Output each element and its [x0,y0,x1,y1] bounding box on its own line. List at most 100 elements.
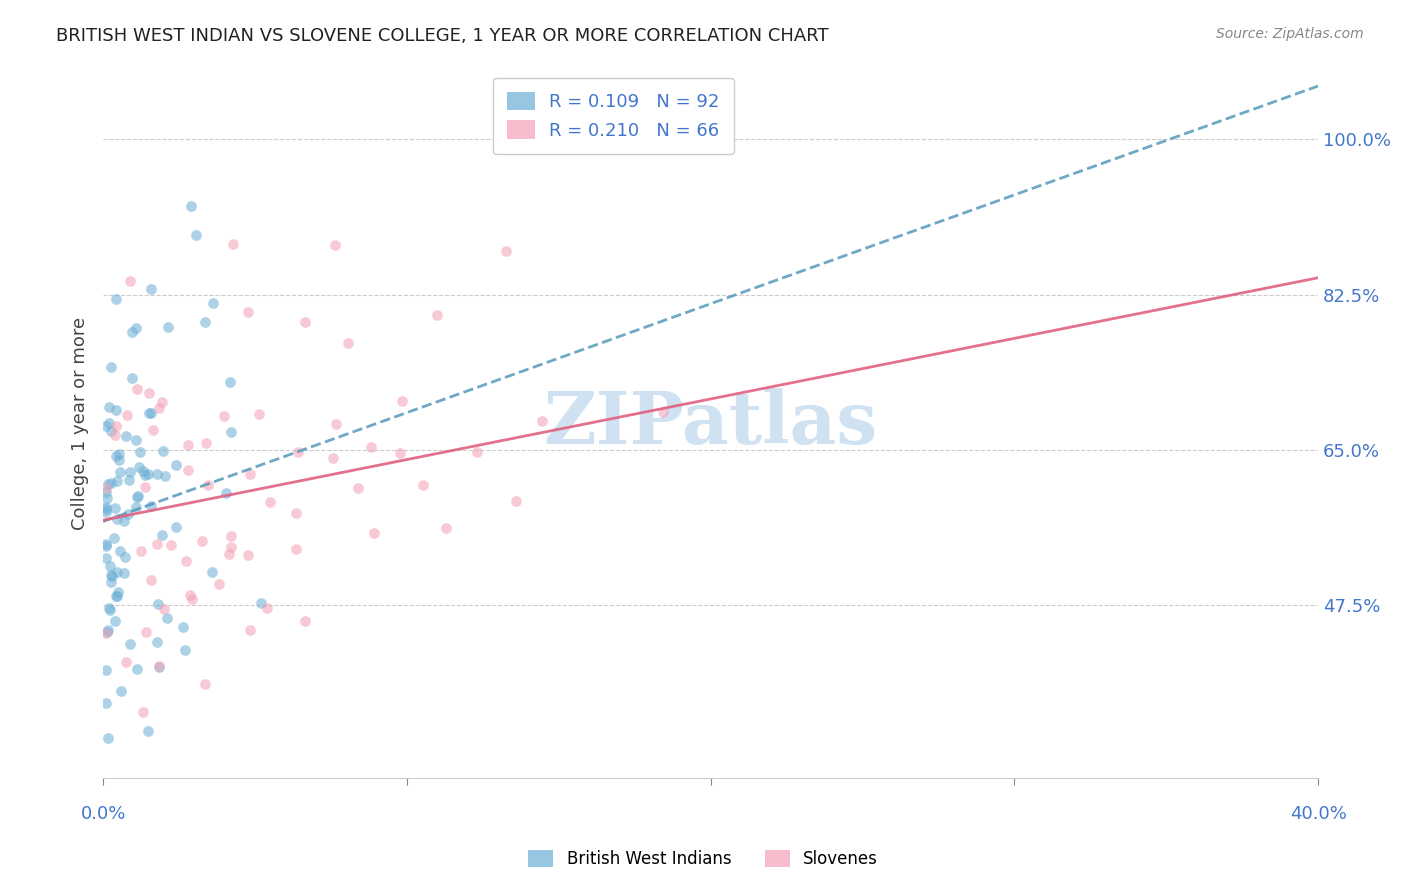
Point [247,407,270,421]
Point [110,684,132,698]
Point [105,292,128,306]
Point [100,574,122,589]
Point [219,528,242,542]
Point [146,537,169,551]
Point [337,335,360,350]
Point [165,520,187,534]
Point [153,602,176,616]
Point [142,423,165,437]
Text: 0.0%: 0.0% [80,805,125,823]
Point [96,663,118,677]
Point [101,569,124,583]
Point [412,477,434,491]
Point [256,601,278,615]
Point [104,418,127,433]
Point [294,315,316,329]
Point [110,465,132,479]
Point [128,460,150,475]
Point [104,589,127,603]
Point [120,465,142,479]
Point [96,696,118,710]
Point [177,438,200,452]
Point [222,236,245,251]
Point [100,567,122,582]
Point [197,477,219,491]
Point [294,614,316,628]
Point [148,660,170,674]
Point [129,543,152,558]
Legend: British West Indians, Slovenes: British West Indians, Slovenes [522,843,884,875]
Point [100,424,122,438]
Point [136,724,159,739]
Point [132,705,155,719]
Point [98,811,121,825]
Point [105,512,128,526]
Point [129,445,152,459]
Point [134,467,156,482]
Point [127,382,149,396]
Point [165,458,187,472]
Point [98,558,121,573]
Point [117,507,139,521]
Point [150,528,173,542]
Point [118,637,141,651]
Point [208,576,231,591]
Point [148,401,170,415]
Point [108,447,131,461]
Point [139,406,162,420]
Point [156,611,179,625]
Point [250,596,273,610]
Point [325,417,347,431]
Point [97,400,120,414]
Point [287,445,309,459]
Point [138,385,160,400]
Point [284,542,307,557]
Y-axis label: College, 1 year or more: College, 1 year or more [72,317,89,530]
Point [104,500,127,515]
Point [214,409,236,423]
Point [112,566,135,580]
Point [194,436,217,450]
Point [363,526,385,541]
Point [174,643,197,657]
Point [118,473,141,487]
Point [125,500,148,515]
Point [110,835,132,849]
Point [97,623,120,637]
Point [96,505,118,519]
Point [96,537,118,551]
Point [138,406,160,420]
Point [360,441,382,455]
Point [184,227,207,242]
Point [434,521,457,535]
Point [177,463,200,477]
Point [215,486,238,500]
Point [96,500,118,515]
Point [139,282,162,296]
Point [191,533,214,548]
Point [495,244,517,258]
Point [125,321,148,335]
Point [136,467,159,481]
Point [391,394,413,409]
Point [426,309,449,323]
Point [96,625,118,640]
Point [157,319,180,334]
Point [97,477,120,491]
Point [96,485,118,500]
Point [107,590,129,604]
Point [322,450,344,465]
Point [97,600,120,615]
Point [115,429,138,443]
Point [98,417,121,431]
Point [107,585,129,599]
Point [465,445,488,459]
Point [652,405,675,419]
Point [239,467,262,482]
Point [389,446,412,460]
Legend: R = 0.109   N = 92, R = 0.210   N = 66: R = 0.109 N = 92, R = 0.210 N = 66 [494,78,734,154]
Point [152,444,174,458]
Point [146,597,169,611]
Text: 40.0%: 40.0% [1289,805,1347,823]
Point [285,506,308,520]
